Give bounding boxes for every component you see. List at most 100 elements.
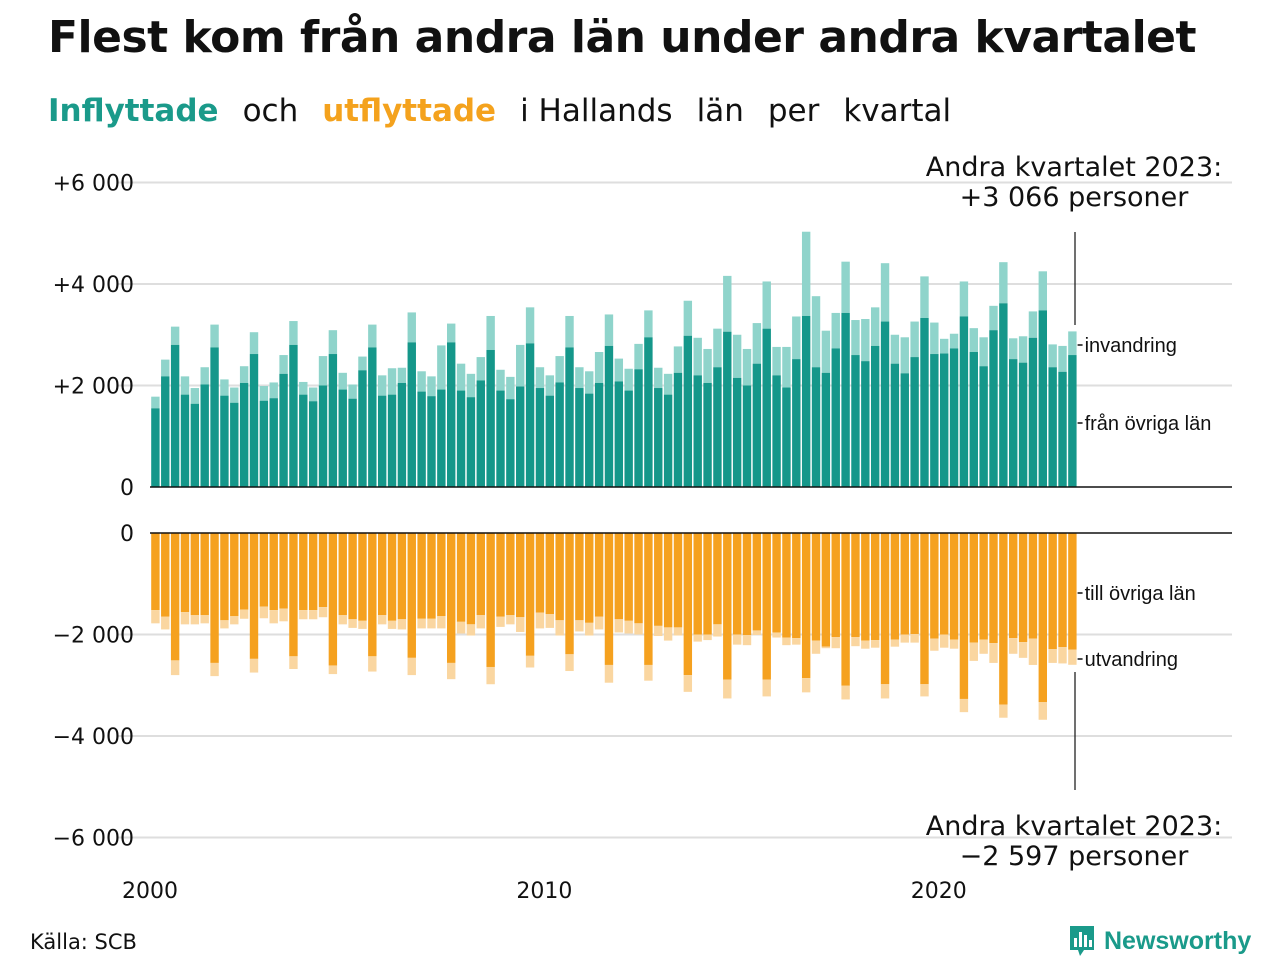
x-tick-label: 2010 [516,879,572,900]
bar-inflow-immigration [269,382,278,399]
bar-outflow-other-counties [190,533,200,616]
bar-outflow-emigration [170,660,180,676]
bar-inflow-other-counties [1028,337,1038,487]
bar-outflow-other-counties [516,533,525,618]
bar-inflow-other-counties [772,375,781,487]
bar-inflow-immigration [979,337,988,367]
bar-inflow-immigration [1058,345,1067,372]
bar-inflow-other-counties [959,316,969,487]
y-tick-label: −4 000 [53,725,134,750]
bar-outflow-emigration [397,619,407,630]
bar-outflow-other-counties [348,533,357,620]
bar-inflow-other-counties [989,330,998,487]
bar-inflow-other-counties [338,389,347,487]
bar-inflow-other-counties [732,377,742,487]
bar-outflow-other-counties [259,533,269,607]
bar-outflow-other-counties [880,533,890,685]
bar-outflow-emigration [732,634,742,645]
bar-inflow-immigration [821,330,831,373]
bar-inflow-other-counties [585,393,594,487]
bar-inflow-other-counties [476,380,485,487]
bar-outflow-other-counties [624,533,633,621]
bar-outflow-emigration [308,610,318,620]
bar-outflow-emigration [683,675,693,692]
bar-outflow-other-counties [269,533,278,611]
bar-outflow-emigration [161,616,170,630]
bar-outflow-other-counties [713,533,722,625]
bar-outflow-emigration [870,640,880,648]
bar-inflow-immigration [338,372,347,390]
bar-outflow-emigration [377,615,387,625]
bar-outflow-other-counties [594,533,604,617]
bar-outflow-other-counties [969,533,978,643]
brand-name: Newsworthy [1104,926,1252,955]
bar-inflow-other-counties [466,397,476,487]
bar-outflow-emigration [180,612,190,625]
source-note: Källa: SCB [30,930,137,954]
subtitle-outflow-word: utflyttade [322,93,497,129]
bar-inflow-other-counties [920,318,929,487]
bar-outflow-emigration [476,615,485,629]
bar-inflow-other-counties [1048,367,1057,487]
bar-outflow-emigration [969,642,978,661]
bar-outflow-other-counties [328,533,338,666]
subtitle-county: i Hallands [520,93,673,129]
bar-outflow-other-counties [417,533,426,619]
bar-outflow-other-counties [989,533,998,644]
bar-inflow-immigration [624,368,633,391]
bar-inflow-other-counties [230,402,239,487]
bar-inflow-immigration [693,337,702,376]
bar-inflow-immigration [723,275,732,332]
bar-inflow-immigration [910,321,919,358]
annotation-bottom-line1: Andra kvartalet 2023: [926,811,1222,842]
bar-outflow-other-counties [555,533,564,621]
bar-inflow-immigration [969,328,978,353]
bar-inflow-immigration [890,334,900,364]
bar-outflow-emigration [151,610,160,624]
bar-outflow-other-counties [170,533,180,661]
bar-inflow-other-counties [841,312,850,487]
bar-inflow-immigration [949,333,959,349]
bar-inflow-immigration [545,375,554,396]
bar-inflow-other-counties [723,331,732,487]
bar-outflow-other-counties [841,533,850,686]
bar-inflow-other-counties [289,344,298,487]
bar-inflow-immigration [555,356,564,383]
chart-title: Flest kom från andra län under andra kva… [48,12,1197,63]
bar-outflow-emigration [456,621,466,634]
bar-outflow-emigration [1028,638,1038,665]
bar-outflow-other-counties [742,533,752,636]
bar-inflow-other-counties [742,385,752,487]
bar-inflow-other-counties [1038,310,1047,487]
bar-inflow-immigration [930,322,939,355]
bar-outflow-other-counties [1018,533,1028,643]
bar-inflow-immigration [634,343,643,370]
annotation-top-line1: Andra kvartalet 2023: [926,152,1222,183]
bar-inflow-other-counties [624,390,633,487]
bar-outflow-other-counties [447,533,456,663]
bar-outflow-other-counties [614,533,624,620]
bar-inflow-other-counties [851,355,860,487]
label-fran-ovriga-lan: från övriga län [1085,413,1212,435]
bar-inflow-other-counties [880,321,890,487]
bar-inflow-other-counties [447,342,456,487]
bar-outflow-emigration [220,620,229,629]
bar-inflow-other-counties [516,386,525,487]
bar-inflow-immigration [604,314,614,346]
bar-outflow-emigration [614,619,624,633]
bar-outflow-emigration [575,620,584,632]
bar-inflow-immigration [220,379,229,396]
bar-inflow-immigration [683,300,693,336]
bar-outflow-emigration [890,639,900,647]
bar-outflow-emigration [654,625,663,637]
bar-inflow-immigration [762,281,771,329]
bar-inflow-other-counties [407,342,416,487]
bar-outflow-emigration [880,684,890,699]
bar-inflow-other-counties [190,403,200,487]
bar-outflow-emigration [535,612,545,629]
y-tick-label: +6 000 [53,172,134,197]
bar-inflow-immigration [506,376,515,400]
bar-outflow-emigration [249,658,259,673]
bar-outflow-other-counties [456,533,466,622]
bar-inflow-other-counties [545,395,554,487]
